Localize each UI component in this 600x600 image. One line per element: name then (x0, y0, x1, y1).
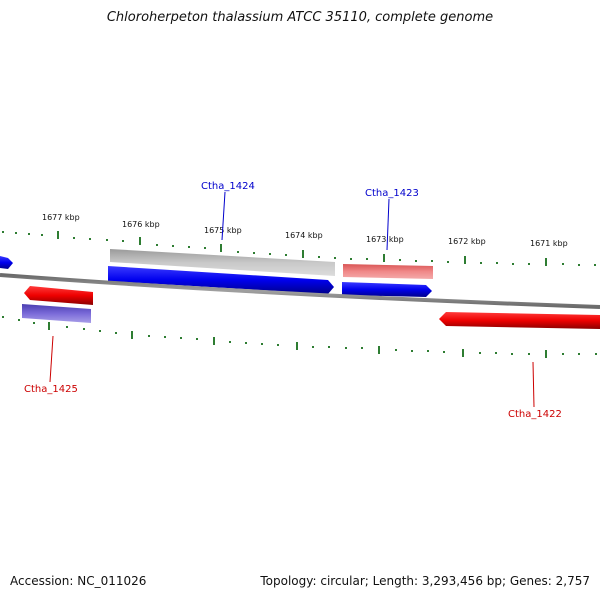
genome-backbone (0, 273, 600, 309)
kbp-label: 1676 kbp (122, 220, 160, 229)
kbp-labels: 1677 kbp 1676 kbp 1675 kbp 1674 kbp 1673… (42, 213, 568, 248)
gene-ctha-1423-arrow[interactable] (342, 282, 432, 297)
ctha-1422-leader (532, 361, 535, 408)
ctha-1423-leader (386, 198, 390, 251)
gene-label-ctha-1423[interactable]: Ctha_1423 (365, 188, 419, 199)
upper-scale-ticks (2, 231, 596, 266)
lower-scale-ticks (2, 316, 597, 358)
ctha-1424-leader (221, 191, 226, 241)
gene-label-ctha-1424[interactable]: Ctha_1424 (201, 181, 255, 192)
pink-feature-bar[interactable] (343, 264, 433, 279)
kbp-label: 1677 kbp (42, 213, 80, 222)
ctha-1425-leader (49, 335, 54, 383)
left-edge-forward-arrow[interactable] (0, 256, 13, 269)
purple-feature-bar[interactable] (22, 304, 91, 323)
gene-ctha-1422-arrow[interactable] (439, 312, 600, 329)
gene-label-ctha-1422[interactable]: Ctha_1422 (508, 409, 562, 420)
kbp-label: 1673 kbp (366, 235, 404, 244)
gene-label-ctha-1425[interactable]: Ctha_1425 (24, 384, 78, 395)
kbp-label: 1671 kbp (530, 239, 568, 248)
grey-feature-bar[interactable] (110, 249, 335, 276)
gene-ctha-1424-arrow[interactable] (108, 266, 334, 294)
kbp-label: 1674 kbp (285, 231, 323, 240)
kbp-label: 1672 kbp (448, 237, 486, 246)
genome-title: Chloroherpeton thalassium ATCC 35110, co… (106, 10, 494, 25)
gene-ctha-1425-arrow[interactable] (24, 286, 93, 305)
accession-text: Accession: NC_011026 (10, 574, 147, 588)
genome-info-text: Topology: circular; Length: 3,293,456 bp… (260, 574, 590, 588)
